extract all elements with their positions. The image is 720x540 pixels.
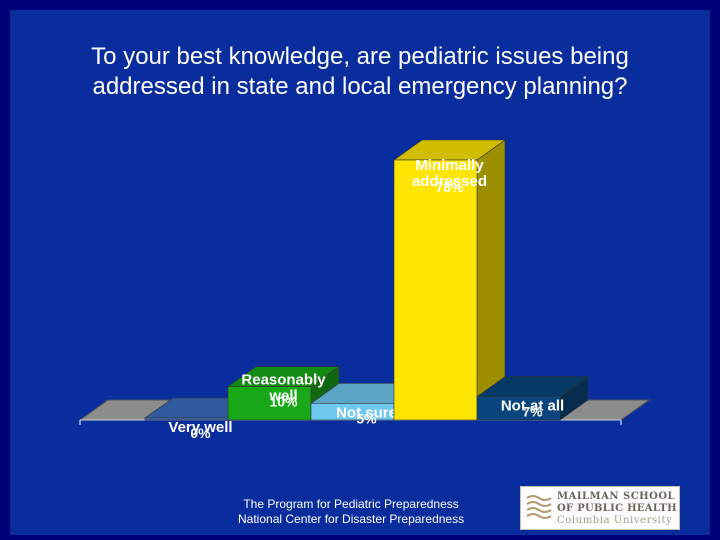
waves-icon [526,495,552,519]
bar-3 [393,159,478,421]
bar-1 [227,386,312,421]
bar-4 [476,396,561,421]
value-label-2: 5% [356,410,377,426]
slide [10,10,710,535]
title-line-1: To your best knowledge, are pediatric is… [91,43,629,70]
category-label-1-0: Reasonably [241,372,326,389]
category-label-4-0: Not at all [501,398,564,415]
logo-line-2: OF PUBLIC HEALTH [557,503,677,514]
footer-line-2: National Center for Disaster Preparednes… [238,512,465,526]
chart-title: To your best knowledge, are pediatric is… [20,42,700,102]
value-label-0: 0% [190,425,211,441]
logo-line-3: Columbia University [557,515,673,526]
category-label-3-1: addressed [412,173,487,190]
value-label-3: 78% [435,179,464,195]
value-label-4: 7% [522,404,543,420]
mailman-logo: MAILMAN SCHOOL OF PUBLIC HEALTH Columbia… [520,486,680,530]
category-label-1-1: well [268,388,297,405]
footer-line-1: The Program for Pediatric Preparedness [243,497,459,511]
category-label-2-0: Not sure [336,404,397,421]
logo-line-1: MAILMAN SCHOOL [557,491,676,502]
value-label-1: 10% [269,394,298,410]
category-label-3-0: Minimally [415,157,484,174]
category-label-0-0: Very well [168,419,232,436]
footer: The Program for Pediatric Preparedness N… [238,497,464,527]
title-line-2: addressed in state and local emergency p… [92,73,628,100]
